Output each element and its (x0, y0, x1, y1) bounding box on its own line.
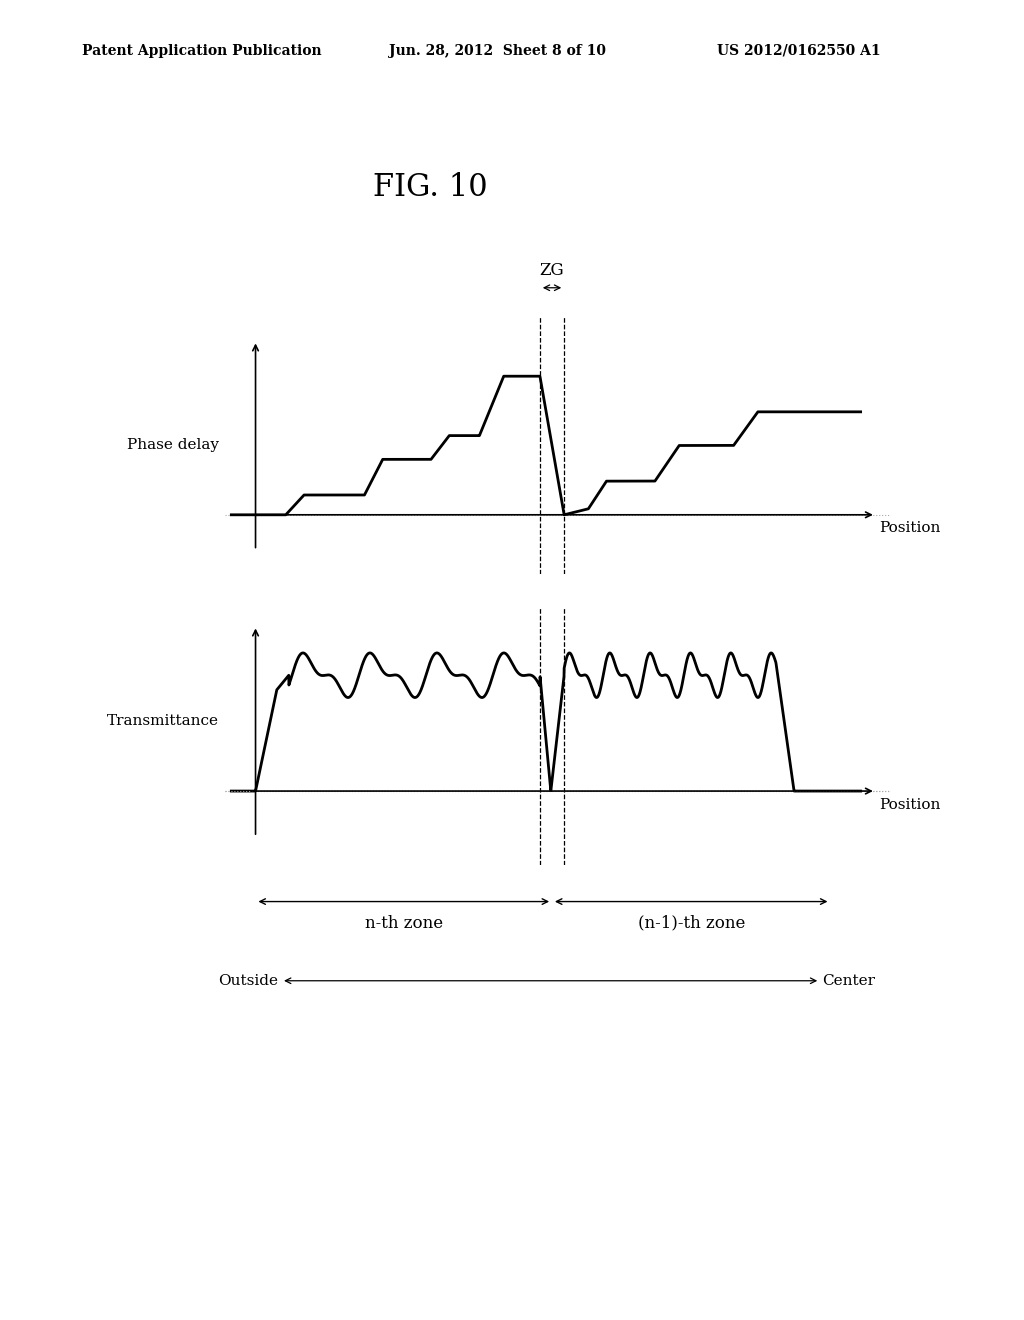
Text: Transmittance: Transmittance (108, 714, 219, 729)
Text: ZG: ZG (540, 261, 564, 279)
Text: Position: Position (879, 521, 940, 535)
Text: Patent Application Publication: Patent Application Publication (82, 44, 322, 58)
Text: Position: Position (879, 799, 940, 812)
Text: Jun. 28, 2012  Sheet 8 of 10: Jun. 28, 2012 Sheet 8 of 10 (389, 44, 606, 58)
Text: (n-1)-th zone: (n-1)-th zone (638, 915, 744, 932)
Text: US 2012/0162550 A1: US 2012/0162550 A1 (717, 44, 881, 58)
Text: Center: Center (822, 974, 876, 987)
Text: n-th zone: n-th zone (365, 915, 442, 932)
Text: Outside: Outside (218, 974, 279, 987)
Text: Phase delay: Phase delay (127, 438, 219, 453)
Text: FIG. 10: FIG. 10 (373, 172, 487, 202)
